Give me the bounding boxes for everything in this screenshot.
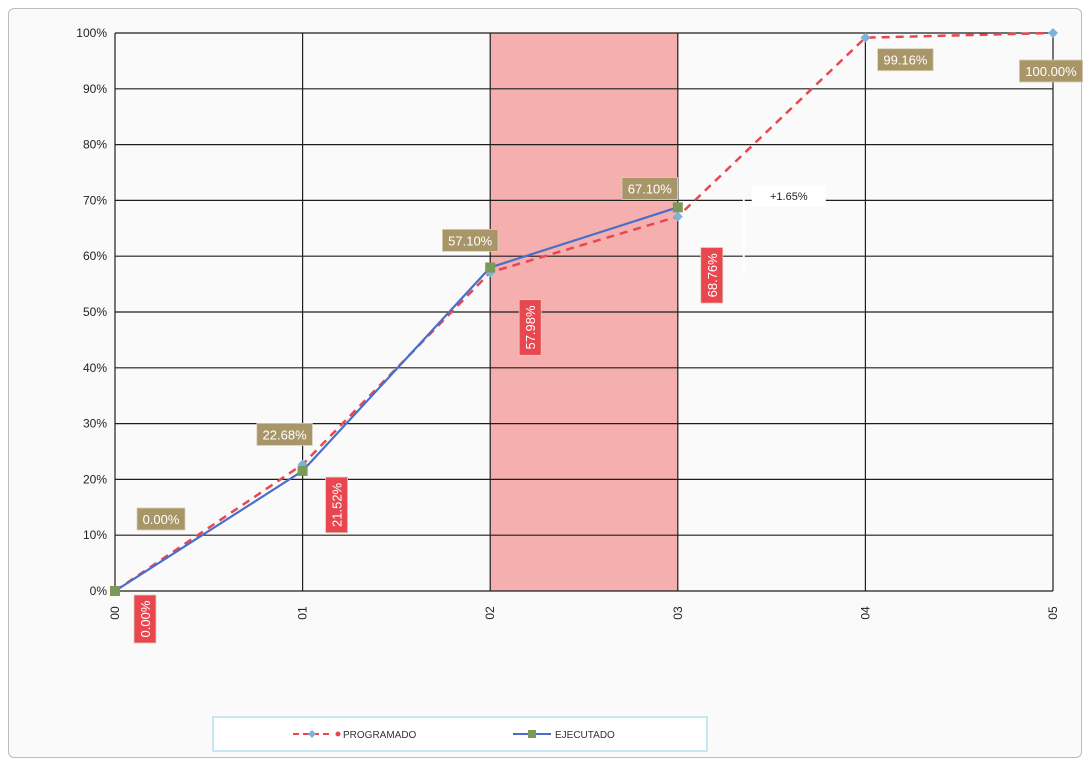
y-tick-label: 50% bbox=[83, 305, 107, 319]
data-label-ejecutado-text: 0.00% bbox=[138, 600, 153, 637]
data-point-programado bbox=[672, 211, 683, 222]
data-label-programado-bg bbox=[877, 48, 934, 72]
legend-label-programado: PROGRAMADO bbox=[343, 730, 417, 741]
legend: PROGRAMADO EJECUTADO bbox=[212, 716, 708, 752]
y-tick-label: 90% bbox=[83, 82, 107, 96]
data-label-ejecutado-text: 57.98% bbox=[523, 305, 538, 350]
data-point-programado bbox=[1048, 28, 1058, 38]
data-point-ejecutado bbox=[110, 586, 120, 596]
data-label-programado: 99.16% bbox=[877, 48, 934, 72]
data-label-ejecutado: 0.00% bbox=[133, 594, 157, 644]
data-point-ejecutado bbox=[672, 202, 683, 213]
difference-box bbox=[751, 184, 826, 207]
data-label-programado-bg bbox=[256, 423, 313, 446]
data-label-programado: 22.68% bbox=[256, 423, 313, 446]
axis-layer: 0% 10% 20% 30% 40% 50% 60% 70% 80% 90% 100% 00 01 02 0… bbox=[76, 26, 1060, 620]
data-label-programado: 0.00% bbox=[136, 507, 186, 531]
data-label-ejecutado: 21.52% bbox=[325, 476, 349, 534]
legend-marker-programado bbox=[308, 730, 316, 738]
data-label-programado: 57.10% bbox=[441, 228, 499, 252]
data-point-ejecutado bbox=[485, 262, 496, 273]
legend-label-ejecutado: EJECUTADO bbox=[555, 730, 615, 741]
data-label-ejecutado: 57.98% bbox=[518, 299, 542, 356]
y-tick-label: 40% bbox=[83, 361, 107, 375]
series-line-programado bbox=[114, 31, 1054, 593]
data-point-ejecutado bbox=[297, 465, 308, 476]
data-label-ejecutado-bg bbox=[133, 594, 157, 644]
data-label-ejecutado-text: 68.76% bbox=[705, 253, 720, 298]
x-tick-label: 01 bbox=[296, 606, 310, 620]
annotation-layer: +1.65% bbox=[742, 184, 826, 276]
s-curve-chart: 0%10%20%30%40%50%60%70%80%90%100%00 01 02 0… bbox=[76, 26, 1083, 752]
legend-box bbox=[212, 716, 708, 752]
x-tick-label: 03 bbox=[671, 606, 685, 620]
legend-marker-ejecutado bbox=[528, 730, 536, 738]
x-tick-label: 04 bbox=[858, 606, 872, 620]
data-label-ejecutado-bg bbox=[700, 247, 724, 304]
data-label-programado-text: 0.00% bbox=[143, 512, 180, 527]
data-label-programado-text: 67.10% bbox=[628, 182, 673, 197]
data-label-programado-bg bbox=[1019, 59, 1083, 83]
y-tick-label: 10% bbox=[83, 528, 107, 542]
data-label-programado-bg bbox=[136, 507, 186, 531]
x-tick-label: 00 bbox=[108, 606, 122, 620]
data-label-programado-bg bbox=[441, 228, 499, 252]
series-layer bbox=[110, 28, 1058, 596]
data-label-programado-text: 57.10% bbox=[448, 233, 493, 248]
y-tick-label: 0% bbox=[90, 584, 108, 598]
legend-dot-programado bbox=[335, 731, 341, 737]
data-label-programado-text: 99.16% bbox=[883, 53, 928, 68]
data-label-ejecutado-bg bbox=[325, 476, 349, 534]
y-tick-label: 70% bbox=[83, 193, 107, 207]
data-label-programado-text: 100.00% bbox=[1025, 64, 1077, 79]
data-label-programado: 100.00% bbox=[1019, 59, 1083, 83]
data-label-programado: 67.10% bbox=[621, 177, 678, 200]
y-tick-label: 20% bbox=[83, 472, 107, 486]
label-layer: 0.00% 22.68% 57.10% 67.10% 99.16% 100.00% 0.00… bbox=[133, 48, 1083, 644]
data-label-ejecutado-text: 21.52% bbox=[330, 482, 345, 527]
data-label-ejecutado-bg bbox=[518, 299, 542, 356]
series-line-ejecutado bbox=[114, 206, 679, 592]
grid-layer bbox=[114, 32, 1054, 592]
data-point-programado bbox=[860, 32, 871, 43]
x-tick-label: 05 bbox=[1046, 606, 1060, 620]
y-tick-label: 100% bbox=[76, 26, 107, 40]
y-tick-label: 80% bbox=[83, 138, 107, 152]
x-tick-label: 02 bbox=[483, 606, 497, 620]
data-label-programado-bg bbox=[621, 177, 678, 200]
y-tick-label: 30% bbox=[83, 417, 107, 431]
y-tick-label: 60% bbox=[83, 249, 107, 263]
difference-label: +1.65% bbox=[770, 191, 808, 203]
chart-frame: 0% 10% 20% 30% 40% 50% 60% 70% 80% 90% 100% 00 01 02 0… bbox=[8, 8, 1083, 758]
data-label-programado-text: 22.68% bbox=[263, 427, 308, 442]
data-label-ejecutado: 68.76% bbox=[700, 247, 724, 304]
